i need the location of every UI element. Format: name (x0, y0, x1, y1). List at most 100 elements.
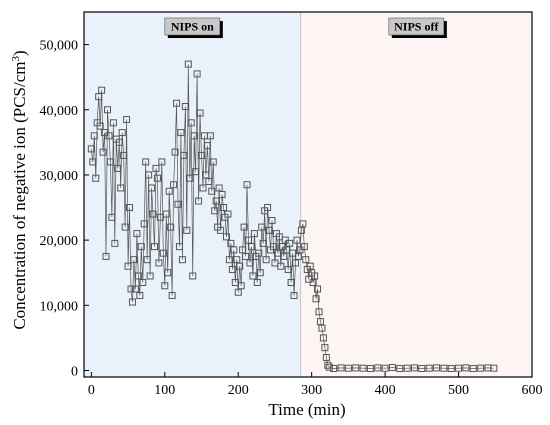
data-point (490, 364, 498, 372)
data-point (477, 364, 485, 372)
data-point (440, 364, 448, 372)
data-point (212, 197, 220, 205)
data-point (202, 171, 210, 179)
data-point (178, 256, 186, 264)
data-point (227, 239, 235, 247)
y-axis-title-close: ) (10, 50, 29, 56)
data-point (106, 158, 114, 166)
data-point (359, 364, 367, 372)
y-tick-label: 20,000 (40, 234, 79, 249)
data-point (134, 272, 142, 280)
data-point (318, 324, 326, 332)
x-tick-label: 0 (88, 383, 95, 398)
y-tick-label: 10,000 (40, 299, 79, 314)
y-axis-title-sup: 3 (10, 55, 22, 61)
data-point (206, 132, 214, 140)
data-point (146, 272, 154, 280)
data-point (242, 252, 250, 260)
data-point (205, 177, 213, 185)
x-tick-label: 500 (448, 383, 469, 398)
data-point (92, 174, 100, 182)
data-point (90, 132, 98, 140)
series-line (90, 64, 494, 369)
data-point (161, 282, 169, 290)
data-point (292, 259, 300, 267)
data-point (352, 364, 360, 372)
data-point (99, 148, 107, 156)
data-point (319, 334, 327, 342)
data-point (95, 93, 103, 101)
data-point (284, 265, 292, 273)
region-badges: NIPS on NIPS off (164, 17, 447, 38)
data-point (143, 256, 151, 264)
region-background-nips-off (300, 12, 532, 377)
data-point (183, 226, 191, 234)
data-point (259, 239, 267, 247)
data-point (215, 184, 223, 192)
data-point (190, 132, 198, 140)
data-point (118, 129, 126, 137)
data-point (253, 278, 261, 286)
data-point (164, 269, 172, 277)
data-point (177, 129, 185, 137)
data-point (300, 243, 308, 251)
data-point (130, 256, 138, 264)
data-point (148, 184, 156, 192)
data-point (198, 151, 206, 159)
data-point (322, 353, 330, 361)
data-point (290, 292, 298, 300)
data-point (175, 243, 183, 251)
data-point (258, 223, 266, 231)
data-point (217, 226, 225, 234)
data-point (89, 158, 97, 166)
y-tick-label: 50,000 (40, 39, 79, 54)
y-axis-title: Concentration of negative ion (PCS/cm3) (10, 50, 29, 329)
data-point (224, 210, 232, 218)
series-layer (87, 60, 498, 373)
data-point (104, 106, 112, 114)
data-point (155, 259, 163, 267)
data-point (192, 168, 200, 176)
data-point (455, 364, 463, 372)
data-point (262, 256, 270, 264)
data-point (293, 236, 301, 244)
data-point (142, 158, 150, 166)
badge-label: NIPS off (394, 20, 439, 34)
data-point (297, 226, 305, 234)
axes-layer: 0 100 200 300 400 500 600 0 10,000 20,000 30,000 40… (40, 11, 543, 398)
data-point (240, 223, 248, 231)
data-point (469, 365, 477, 373)
data-point (153, 174, 161, 182)
data-point (236, 262, 244, 270)
data-point (139, 278, 147, 286)
data-point (447, 365, 455, 373)
region-badge-nips-off: NIPS off (388, 17, 447, 38)
data-point (306, 262, 314, 270)
data-point (165, 187, 173, 195)
data-point (374, 364, 382, 372)
data-point (149, 210, 157, 218)
data-point (209, 158, 217, 166)
data-point (195, 197, 203, 205)
data-point (410, 364, 418, 372)
data-point (246, 259, 254, 267)
data-point (233, 256, 241, 264)
region-background-nips-on (84, 12, 301, 377)
data-point (211, 207, 219, 215)
data-point (269, 243, 277, 251)
data-point (309, 278, 317, 286)
data-point (294, 252, 302, 260)
data-point (344, 364, 352, 372)
data-point (264, 204, 272, 212)
x-tick-label: 300 (301, 383, 322, 398)
data-point (245, 236, 253, 244)
x-tick-label: 200 (228, 383, 249, 398)
data-point (108, 213, 116, 221)
data-point (120, 151, 128, 159)
data-point (388, 364, 396, 372)
data-point (403, 364, 411, 372)
data-point (218, 191, 226, 198)
y-tick-label: 0 (71, 364, 78, 379)
data-point (203, 142, 211, 150)
